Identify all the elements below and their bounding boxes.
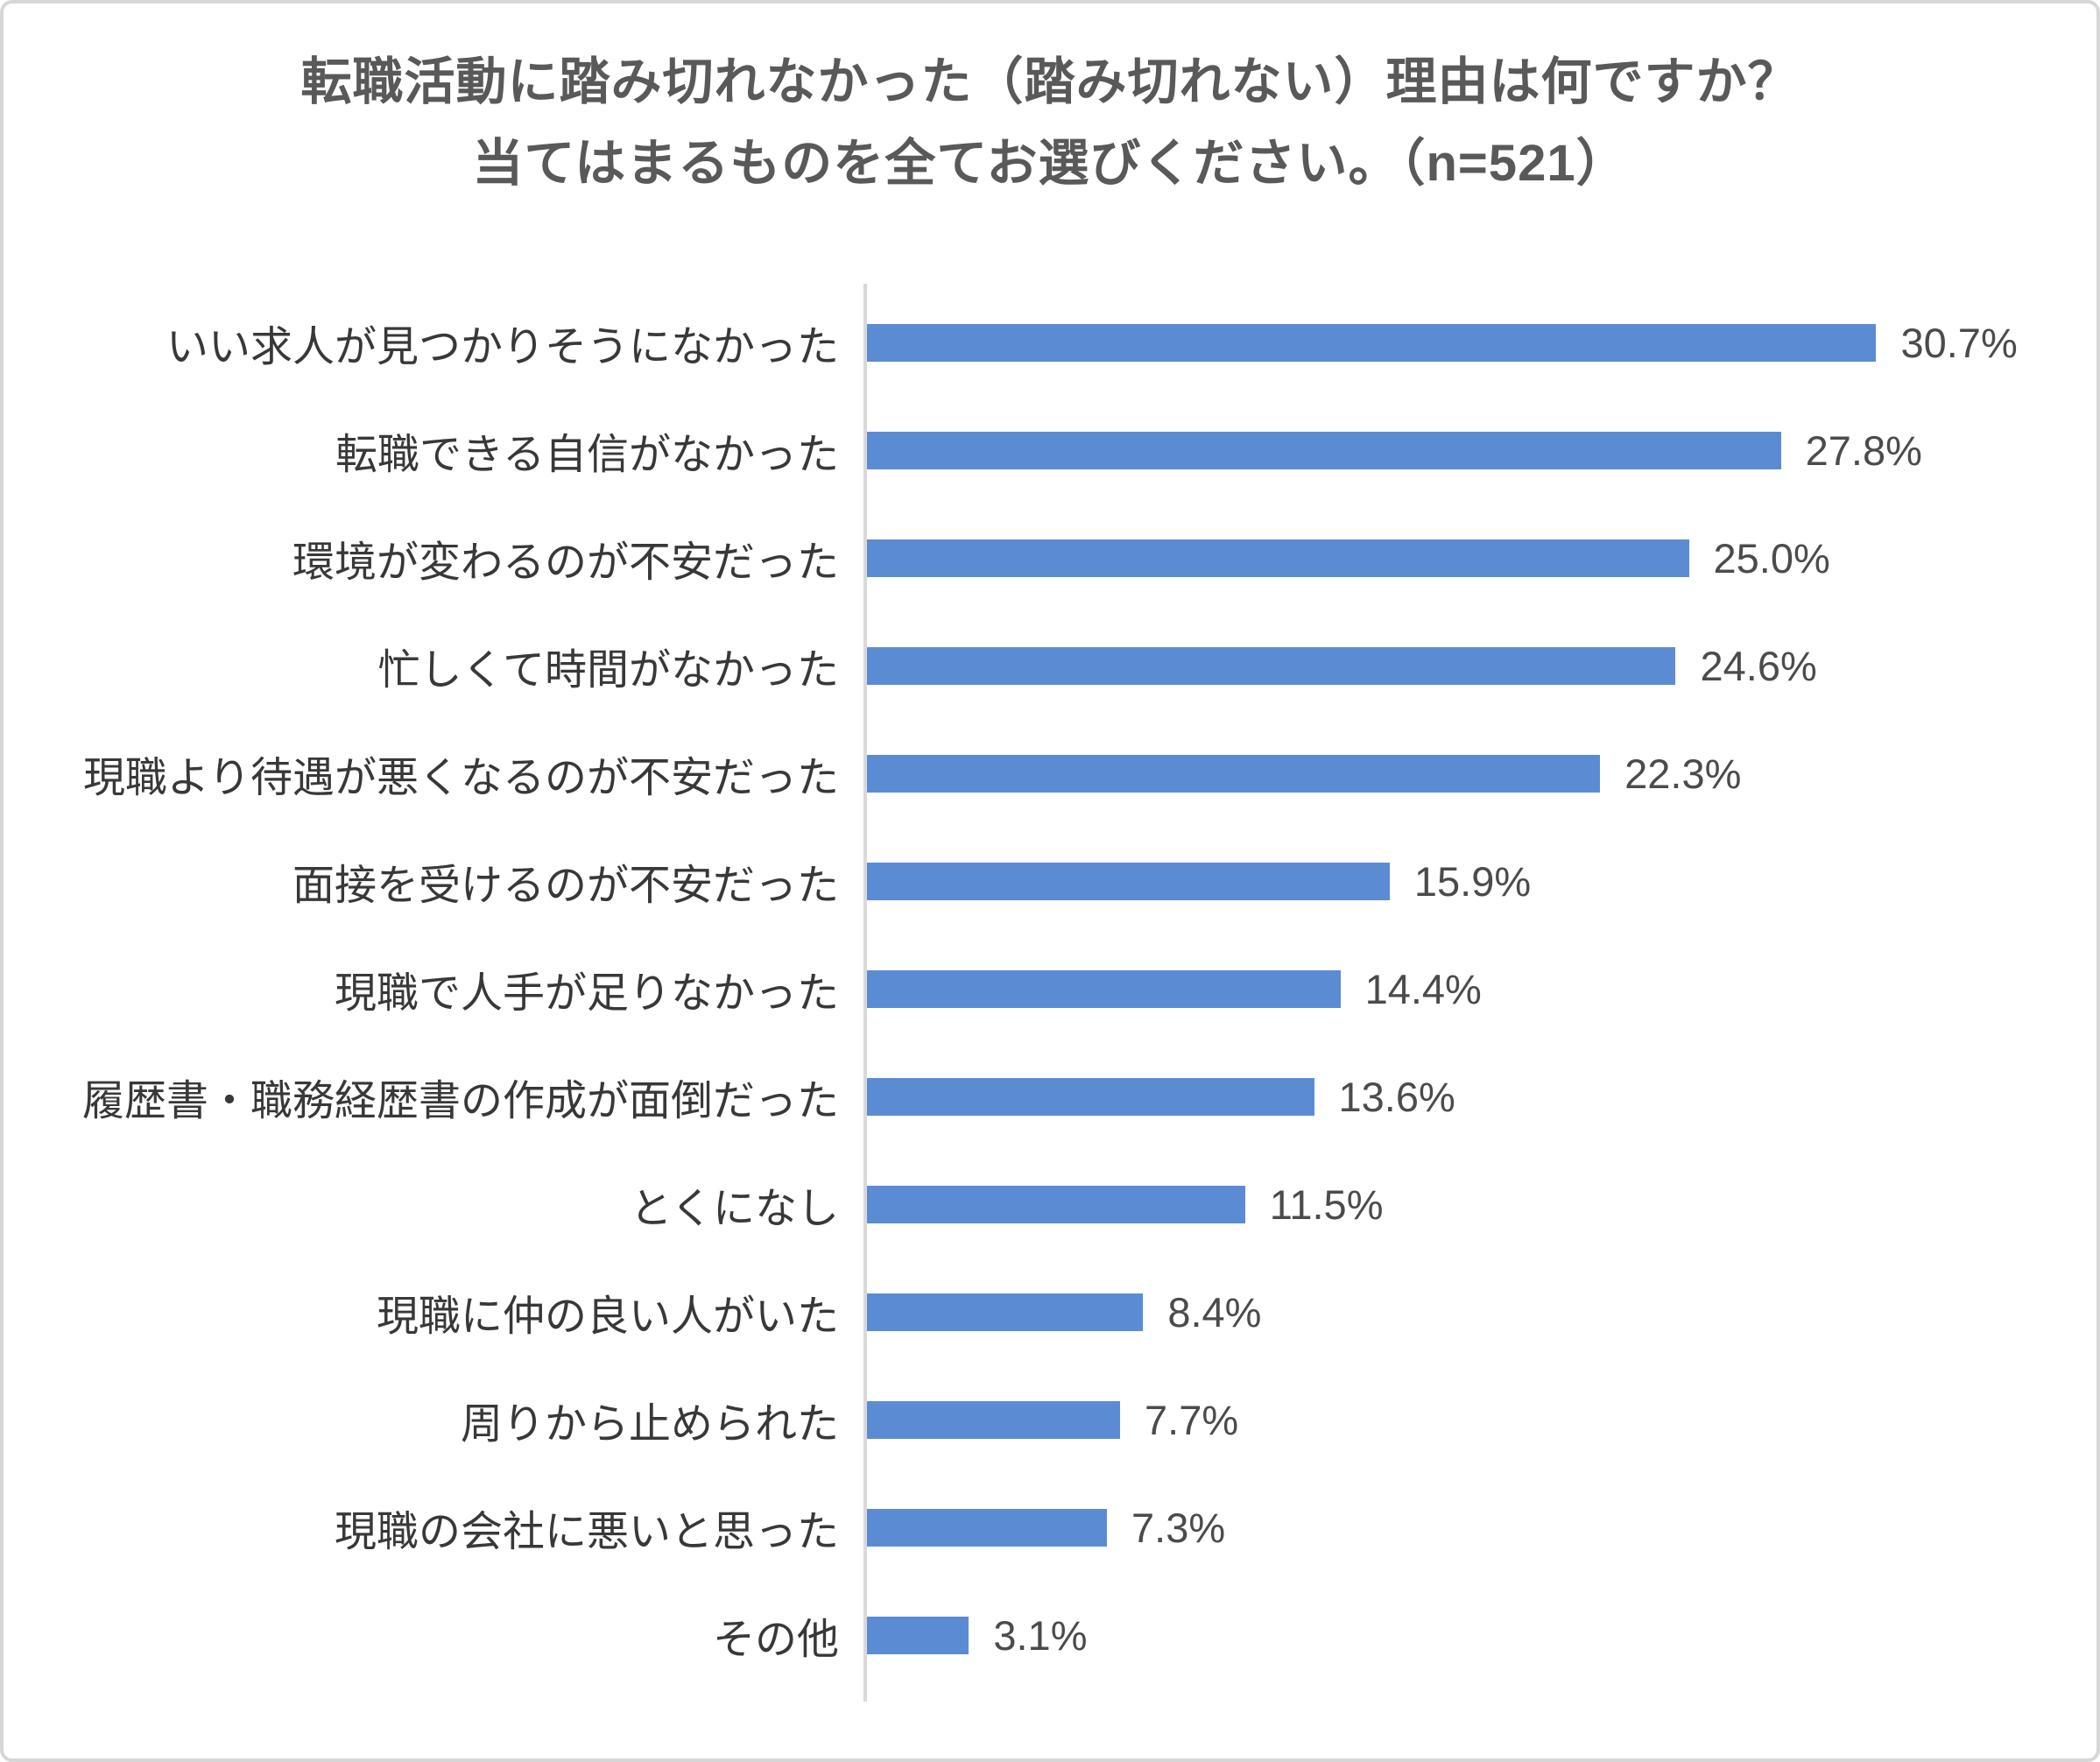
- bar-track: 3.1%: [863, 1611, 2096, 1660]
- value-label: 11.5%: [1269, 1181, 1384, 1228]
- category-axis-line: [863, 283, 867, 1702]
- bar-track: 7.3%: [863, 1504, 2096, 1552]
- chart-row: その他 3.1%: [4, 1582, 2096, 1689]
- category-label: 面接を受けるのが不安だった: [292, 863, 839, 910]
- category-label: 転職できる自信がなかった: [335, 432, 839, 479]
- chart-row: 現職の会社に悪いと思った 7.3%: [4, 1474, 2096, 1582]
- value-label: 30.7%: [1900, 319, 2018, 366]
- bar: [867, 646, 1676, 685]
- category-label: 現職に仲の良い人がいた: [376, 1293, 839, 1341]
- bar: [867, 862, 1390, 900]
- category-label: 現職の会社に悪いと思った: [334, 1509, 839, 1556]
- value-label: 24.6%: [1700, 642, 1817, 689]
- chart-title-line1: 転職活動に踏み切れなかった（踏み切れない）理由は何ですか？: [300, 53, 1800, 110]
- bar-track: 7.7%: [863, 1396, 2096, 1444]
- category-label: とくになし: [630, 1186, 839, 1233]
- value-label: 3.1%: [993, 1611, 1088, 1659]
- category-label: 履歴書・職務経歴書の作成が面倒だった: [81, 1078, 839, 1125]
- value-label: 27.8%: [1805, 426, 1922, 474]
- value-label: 15.9%: [1413, 857, 1532, 905]
- bar: [867, 1293, 1144, 1331]
- category-label: 周りから止められた: [460, 1401, 839, 1448]
- value-label: 14.4%: [1364, 965, 1482, 1012]
- chart-row: 現職より待遇が悪くなるのが不安だった 22.3%: [4, 720, 2096, 828]
- chart-row: 面接を受けるのが不安だった 15.9%: [4, 828, 2096, 935]
- value-label: 7.3%: [1131, 1504, 1226, 1551]
- chart-row: 現職で人手が足りなかった 14.4%: [4, 935, 2096, 1043]
- bar-track: 27.8%: [863, 426, 2096, 475]
- bar: [867, 969, 1341, 1008]
- bar-track: 22.3%: [863, 750, 2096, 798]
- category-label: 現職より待遇が悪くなるのが不安だった: [82, 755, 839, 802]
- bar: [867, 1400, 1121, 1439]
- category-label: その他: [712, 1617, 839, 1664]
- chart-row: 履歴書・職務経歴書の作成が面倒だった 13.6%: [4, 1043, 2096, 1151]
- value-label: 13.6%: [1338, 1073, 1455, 1120]
- chart-row: 周りから止められた 7.7%: [4, 1366, 2096, 1474]
- value-label: 25.0%: [1713, 534, 1830, 581]
- bar-track: 14.4%: [863, 965, 2096, 1013]
- bar-track: 30.7%: [863, 319, 2096, 367]
- bar-track: 15.9%: [863, 857, 2096, 906]
- chart-row: 環境が変わるのが不安だった 25.0%: [4, 504, 2096, 612]
- category-label: いい求人が見つかりそうになかった: [166, 324, 839, 371]
- bar-track: 11.5%: [863, 1181, 2096, 1229]
- bar-track: 25.0%: [863, 534, 2096, 582]
- bar-track: 24.6%: [863, 642, 2096, 690]
- value-label: 7.7%: [1145, 1396, 1239, 1443]
- chart-row: いい求人が見つかりそうになかった 30.7%: [4, 289, 2096, 397]
- chart-row: 現職に仲の良い人がいた 8.4%: [4, 1258, 2096, 1366]
- bar-track: 13.6%: [863, 1073, 2096, 1121]
- bar: [867, 1077, 1314, 1116]
- bar: [867, 323, 1877, 362]
- value-label: 8.4%: [1167, 1288, 1262, 1336]
- bar: [867, 1508, 1108, 1547]
- chart-row: とくになし 11.5%: [4, 1151, 2096, 1258]
- category-label: 環境が変わるのが不安だった: [292, 539, 839, 587]
- chart-title-line2: 当てはまるものを全てお選びください。（n=521）: [472, 134, 1628, 192]
- chart-title: 転職活動に踏み切れなかった（踏み切れない）理由は何ですか？ 当てはまるものを全て…: [4, 42, 2096, 205]
- category-label: 現職で人手が足りなかった: [334, 970, 839, 1018]
- bar-chart: いい求人が見つかりそうになかった 30.7% 転職できる自信がなかった 27.8% 環境…: [4, 283, 2096, 1702]
- chart-row: 忙しくて時間がなかった 24.6%: [4, 612, 2096, 720]
- bar: [867, 539, 1689, 577]
- bar: [867, 1185, 1245, 1223]
- bar: [867, 754, 1601, 793]
- bar-track: 8.4%: [863, 1288, 2096, 1336]
- value-label: 22.3%: [1624, 750, 1742, 797]
- bar: [867, 1616, 969, 1654]
- chart-row: 転職できる自信がなかった 27.8%: [4, 397, 2096, 504]
- category-label: 忙しくて時間がなかった: [377, 647, 839, 694]
- bar: [867, 431, 1781, 469]
